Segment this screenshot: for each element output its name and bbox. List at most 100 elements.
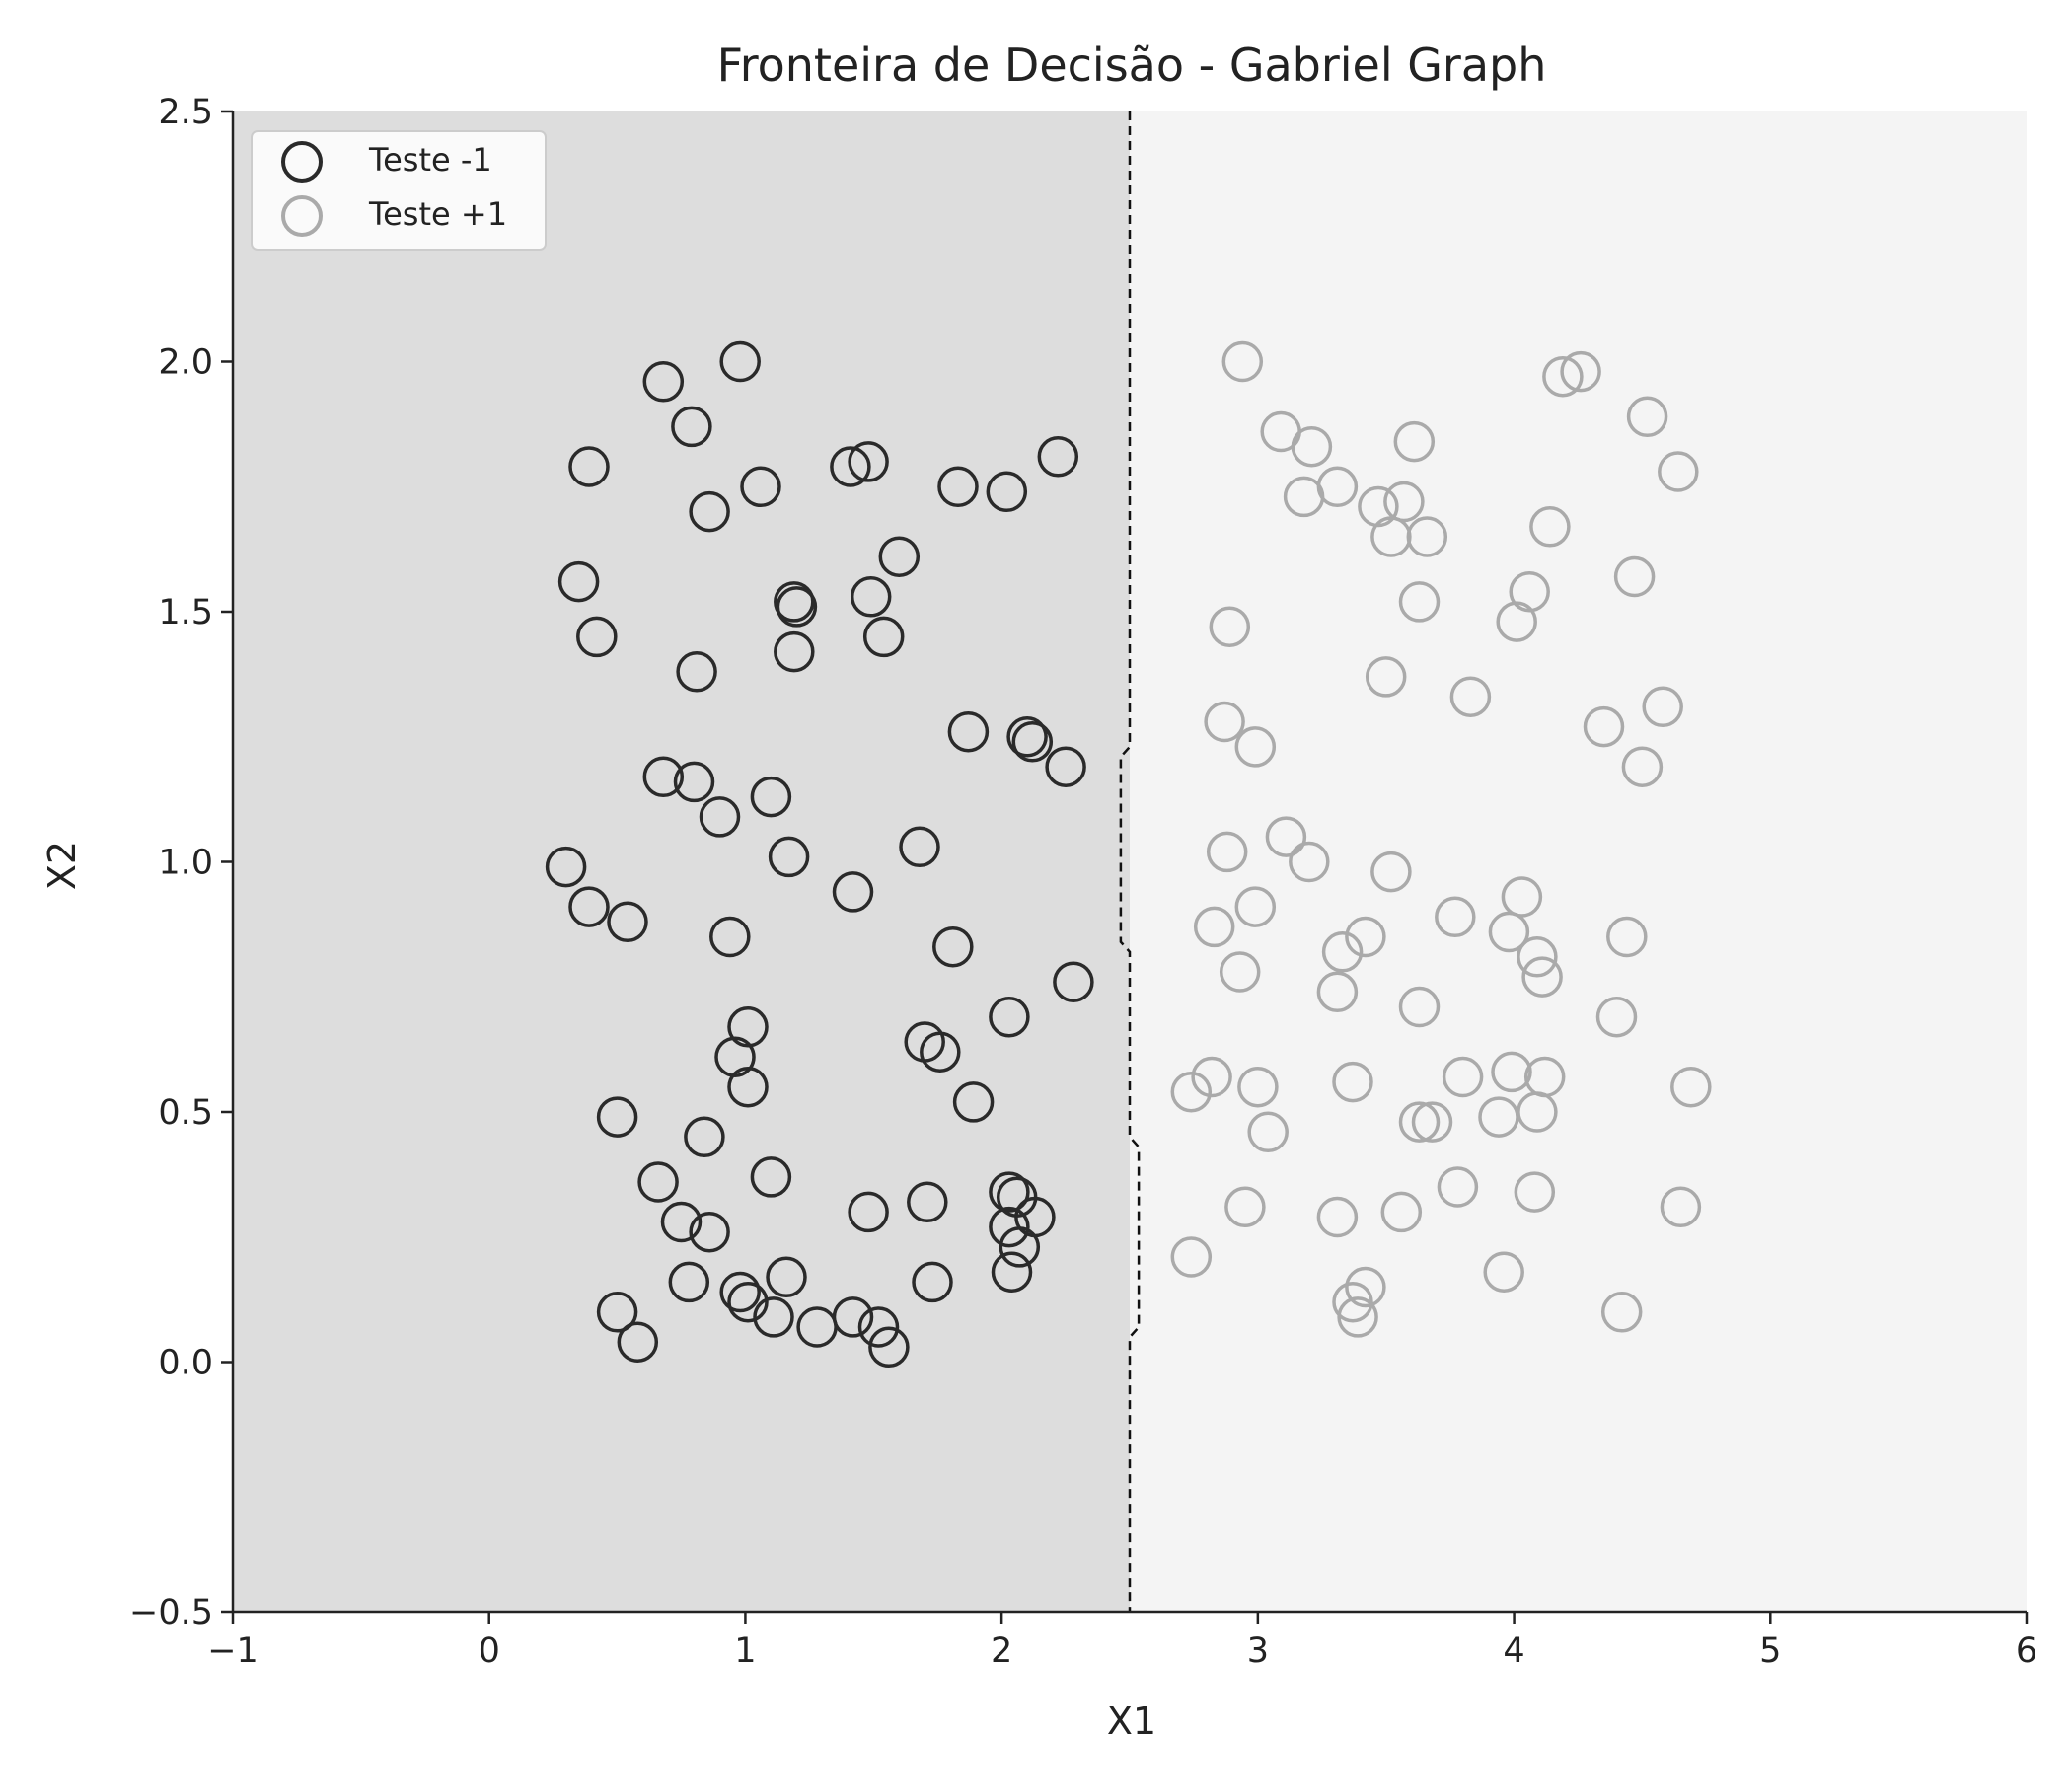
data-point: [991, 1251, 1033, 1293]
x-ticks: −1 0 1 2 3 4 5 6: [207, 1612, 2037, 1670]
y-tick-label: 0.5: [158, 1093, 213, 1133]
data-point: [1449, 676, 1492, 717]
data-point: [1345, 916, 1386, 958]
data-point: [1670, 1066, 1712, 1108]
data-point: [1332, 1061, 1373, 1103]
data-point: [878, 536, 921, 577]
data-point: [1642, 686, 1683, 728]
data-point: [1521, 956, 1563, 998]
y-tick-label: 2.0: [158, 343, 213, 383]
x-tick-label: 3: [1247, 1631, 1269, 1670]
data-point: [920, 1031, 961, 1073]
data-point: [1398, 581, 1441, 623]
data-point: [989, 1206, 1030, 1248]
data-point: [1370, 851, 1412, 893]
data-point: [617, 1321, 659, 1363]
data-point: [699, 796, 741, 838]
data-point: [568, 886, 610, 927]
data-point: [727, 1066, 769, 1108]
data-point: [1380, 1191, 1423, 1233]
data-point: [1209, 606, 1251, 647]
data-point: [1170, 1236, 1213, 1278]
region-class-plus-1: [1130, 111, 2027, 1612]
data-point: [1011, 721, 1054, 763]
data-point: [1583, 705, 1625, 748]
data-point: [1517, 1091, 1558, 1133]
data-point: [774, 630, 815, 673]
data-point: [689, 1211, 730, 1253]
data-point: [1514, 1171, 1556, 1213]
x-tick-label: 0: [479, 1631, 500, 1670]
data-point: [637, 1161, 679, 1203]
data-point: [684, 1116, 725, 1158]
data-point: [1517, 936, 1558, 978]
data-point: [907, 1181, 948, 1223]
data-point: [1316, 1196, 1359, 1238]
legend-box: [251, 130, 547, 251]
data-point: [1398, 1101, 1441, 1143]
series-minus-1: [545, 340, 1094, 1369]
data-point: [673, 761, 715, 803]
data-point: [750, 776, 792, 818]
data-point: [1606, 916, 1648, 958]
data-point: [1437, 1166, 1479, 1208]
data-point: [857, 1306, 900, 1348]
data-point: [1204, 701, 1245, 743]
data-point: [1221, 340, 1264, 383]
data-point: [999, 1226, 1041, 1268]
data-point: [986, 471, 1028, 513]
x-tick-label: 5: [1759, 1631, 1781, 1670]
data-point: [1265, 816, 1307, 857]
y-axis-label: X2: [40, 841, 84, 890]
region-class-minus-1: [233, 111, 1130, 1612]
data-point: [1365, 656, 1407, 698]
data-point: [1491, 1051, 1532, 1093]
legend-marker-minus-1: [281, 141, 323, 183]
data-point: [912, 1261, 953, 1303]
data-point: [676, 651, 717, 693]
data-point: [1237, 1066, 1279, 1108]
data-point: [557, 560, 600, 603]
data-point: [850, 576, 892, 618]
data-point: [727, 1281, 769, 1323]
data-point: [1442, 1056, 1484, 1098]
data-point: [1345, 1266, 1386, 1308]
data-point: [660, 1201, 703, 1243]
data-point: [607, 901, 648, 943]
data-point: [668, 1261, 710, 1303]
y-tick-label: −0.5: [129, 1593, 213, 1633]
x-tick-label: −1: [207, 1631, 259, 1670]
data-point: [1234, 886, 1277, 927]
data-point: [1206, 831, 1248, 873]
data-point: [596, 1096, 638, 1138]
data-point: [568, 446, 610, 487]
data-point: [1496, 601, 1537, 642]
data-point: [848, 1191, 889, 1233]
plot-area: [233, 111, 2027, 1612]
data-point: [671, 406, 712, 448]
data-point: [937, 466, 979, 508]
x-tick-label: 4: [1503, 1631, 1524, 1670]
points-layer: [545, 340, 1712, 1369]
data-point: [1595, 996, 1638, 1038]
data-point: [989, 996, 1030, 1038]
data-point: [1289, 841, 1330, 883]
data-point: [1529, 506, 1571, 548]
data-point: [576, 616, 618, 658]
data-point: [1247, 1111, 1289, 1153]
data-point: [1316, 466, 1359, 508]
data-point: [1316, 971, 1359, 1013]
data-point: [1291, 425, 1333, 468]
data-point: [1219, 951, 1261, 993]
data-point: [1483, 1251, 1524, 1293]
data-point: [862, 616, 905, 658]
data-point: [832, 871, 874, 913]
y-ticks: −0.5 0.0 0.5 1.0 1.5 2.0 2.5: [129, 93, 233, 1633]
legend-label-minus-1: Teste -1: [368, 141, 492, 179]
series-plus-1: [1170, 340, 1712, 1338]
data-point: [709, 916, 751, 958]
x-tick-label: 1: [734, 1631, 756, 1670]
data-point: [868, 1326, 910, 1369]
data-point: [1658, 451, 1699, 492]
